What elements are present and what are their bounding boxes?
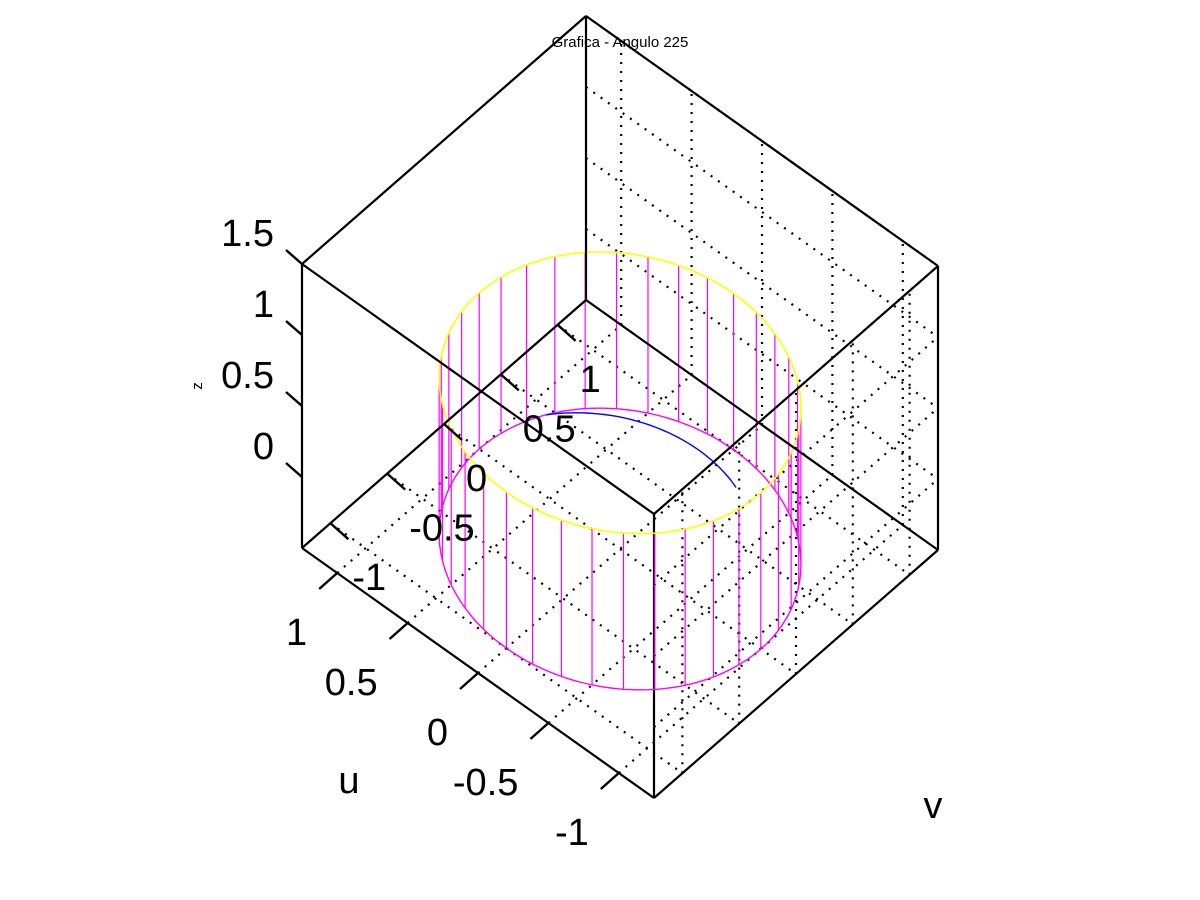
x-tick <box>318 572 338 590</box>
grid-lines <box>329 15 939 775</box>
cylinder-top-ring <box>438 251 802 535</box>
z-tick-label: 1.5 <box>221 213 274 255</box>
z-axis-label: z <box>189 382 206 390</box>
box-edge <box>585 15 939 267</box>
box-edge <box>301 15 587 265</box>
x-tick <box>600 772 620 790</box>
tick-labels: 10.50-0.5-1-1-0.500.511.510.50 <box>221 213 601 854</box>
y-tick <box>443 423 463 441</box>
y-axis-label: v <box>924 785 943 827</box>
grid-line-z-wall-x <box>653 478 939 728</box>
y-tick-label: -1 <box>352 557 386 599</box>
grid-line-z-wall-y <box>585 228 939 480</box>
z-tick <box>285 249 303 265</box>
y-tick <box>556 323 577 342</box>
cylinder-bottom-ring <box>438 407 802 691</box>
x-tick-label: 1 <box>286 612 307 654</box>
chart-title: Grafica - Angulo 225 <box>552 34 689 51</box>
grid-line-z-wall-y <box>585 86 939 338</box>
surface <box>438 251 802 691</box>
box-edge <box>301 263 655 515</box>
z-tick-label: 1 <box>253 284 274 326</box>
y-tick-label: 0.5 <box>523 408 576 450</box>
x-tick <box>459 672 479 690</box>
z-tick-label: 0.5 <box>221 355 274 397</box>
grid-line-y-floor <box>443 423 797 675</box>
x-tick-label: 0 <box>427 712 448 754</box>
y-tick <box>500 373 520 392</box>
x-tick-label: -1 <box>555 812 589 854</box>
x-tick-label: 0.5 <box>325 662 378 704</box>
box-edge <box>585 299 939 551</box>
x-axis-label: u <box>338 760 359 802</box>
x-tick <box>388 622 409 640</box>
y-tick-label: 0 <box>466 458 487 500</box>
z-tick-label: 0 <box>253 426 274 468</box>
y-tick-label: 1 <box>580 359 601 401</box>
y-tick-label: -0.5 <box>409 508 474 550</box>
box-edge <box>653 265 939 515</box>
tick-marks <box>285 249 620 790</box>
y-tick <box>386 472 406 491</box>
z-tick <box>285 462 303 478</box>
base-curve <box>546 412 737 488</box>
z-tick <box>285 320 303 336</box>
x-tick-label: -0.5 <box>453 762 518 804</box>
z-tick <box>285 391 303 407</box>
y-tick <box>329 522 350 541</box>
box-front-edges <box>300 15 939 551</box>
x-tick <box>529 722 550 740</box>
box-edge <box>653 549 939 799</box>
grid-line-x-floor <box>477 424 763 674</box>
grid-line-x-floor <box>547 474 834 724</box>
